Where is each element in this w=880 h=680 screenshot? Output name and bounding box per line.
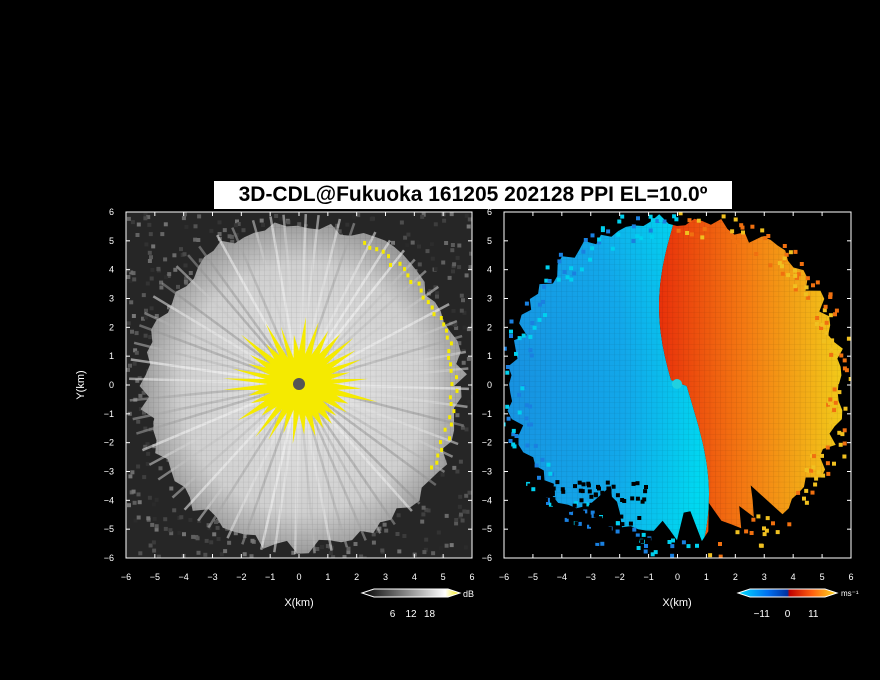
y-tick-label: 5 [109,236,114,246]
velocity-axes: −6 −6 −5 −5 −4 −4 −3 −3 −2 −2 −1 −1 0 0 1 1 2 2 3 3 4 4 5 5 6 6 [482,207,854,582]
y-tick-label: −3 [104,467,114,477]
reflectivity-echo [129,214,469,555]
x-tick-label: −5 [528,572,538,582]
x-tick-label: 2 [733,572,738,582]
y-tick-label: −4 [104,495,114,505]
colorbar-tick-label: 0 [785,609,791,620]
y-tick-label: 6 [487,207,492,217]
x-tick-label: 6 [848,572,853,582]
y-tick-label: 0 [109,380,114,390]
velocity-colorbar-unit: ms⁻¹ [841,589,859,598]
y-tick-label: 4 [109,265,114,275]
x-tick-label: 6 [469,572,474,582]
colorbar-tick-label: 18 [424,609,436,620]
x-tick-label: 5 [820,572,825,582]
colorbar-tick-label: 6 [390,609,396,620]
reflectivity-panel: −6 −6 −5 −5 −4 −4 −3 −3 −2 −2 −1 −1 0 0 1 1 2 2 3 3 4 4 5 5 6 6 [104,207,475,582]
y-tick-label: −2 [482,438,492,448]
y-tick-label: −5 [104,524,114,534]
y-tick-label: 4 [487,265,492,275]
reflectivity-axes: −6 −6 −5 −5 −4 −4 −3 −3 −2 −2 −1 −1 0 0 1 1 2 2 3 3 4 4 5 5 6 6 [104,207,475,582]
x-tick-label: 1 [704,572,709,582]
x-tick-label: 0 [675,572,680,582]
y-tick-label: 6 [109,207,114,217]
reflectivity-ylabel: Y(km) [75,370,87,399]
radar-site-marker-velocity [672,379,682,389]
x-tick-label: 5 [441,572,446,582]
x-tick-label: 4 [791,572,796,582]
reflectivity-colorbar: dB 6 12 18 [360,588,474,620]
y-tick-label: 1 [487,351,492,361]
y-tick-label: 0 [487,380,492,390]
x-tick-label: −3 [207,572,217,582]
velocity-xlabel: X(km) [662,597,691,609]
x-tick-label: −2 [615,572,625,582]
radar-site-marker [293,378,305,390]
velocity-colorbar: ms⁻¹ −11 0 11 [736,588,859,620]
colorbar-tick-label: 12 [405,609,417,620]
y-tick-label: −6 [482,553,492,563]
chart-title: 3D-CDL@Fukuoka 161205 202128 PPI EL=10.0… [214,181,732,209]
y-tick-label: −3 [482,467,492,477]
reflectivity-colorbar-unit: dB [463,589,474,599]
y-tick-label: −6 [104,553,114,563]
velocity-speckle [504,212,851,558]
x-tick-label: −4 [179,572,189,582]
x-tick-label: −1 [643,572,653,582]
x-tick-label: 0 [296,572,301,582]
x-tick-label: −3 [586,572,596,582]
colorbar-tick-label: −11 [754,609,771,620]
x-tick-label: −5 [150,572,160,582]
y-tick-label: −2 [104,438,114,448]
y-tick-label: 2 [109,322,114,332]
colorbar-tick-label: 11 [808,609,819,620]
y-tick-label: 1 [109,351,114,361]
y-tick-label: −4 [482,495,492,505]
x-tick-label: 3 [383,572,388,582]
y-tick-label: −1 [104,409,114,419]
x-tick-label: −1 [265,572,275,582]
x-tick-label: 1 [325,572,330,582]
velocity-panel: −6 −6 −5 −5 −4 −4 −3 −3 −2 −2 −1 −1 0 0 1 1 2 2 3 3 4 4 5 5 6 6 [482,207,854,582]
y-tick-label: 2 [487,322,492,332]
x-tick-label: 3 [762,572,767,582]
x-tick-label: −6 [499,572,509,582]
x-tick-label: 4 [412,572,417,582]
x-tick-label: 2 [354,572,359,582]
y-tick-label: −1 [482,409,492,419]
y-tick-label: 3 [487,294,492,304]
y-tick-label: 5 [487,236,492,246]
x-tick-label: −4 [557,572,567,582]
y-tick-label: 3 [109,294,114,304]
y-tick-label: −5 [482,524,492,534]
x-tick-label: −6 [121,572,131,582]
x-tick-label: −2 [236,572,246,582]
reflectivity-xlabel: X(km) [284,597,313,609]
